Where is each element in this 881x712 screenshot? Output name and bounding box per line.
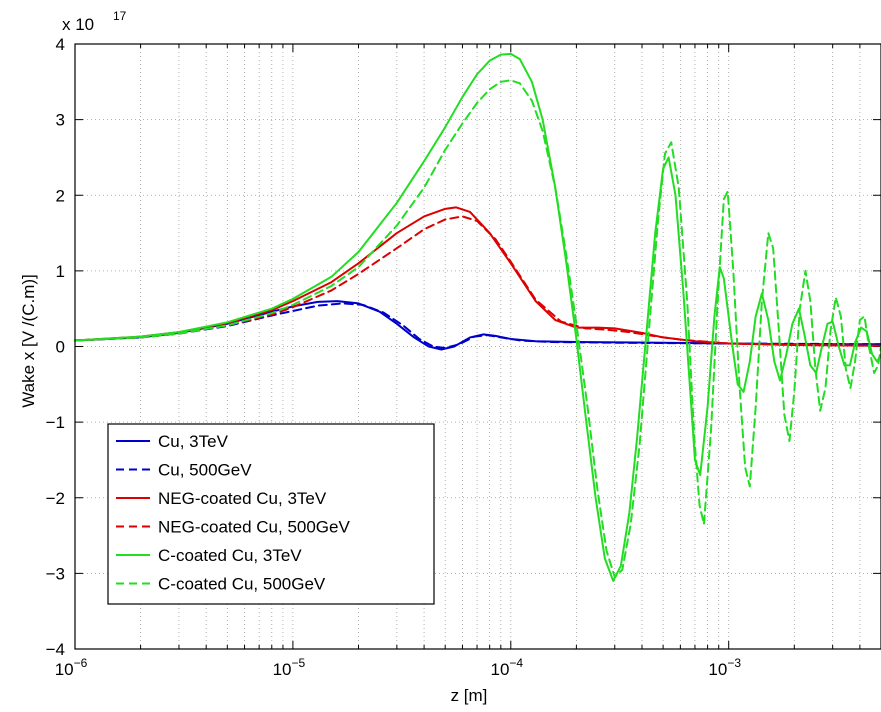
y-exponent-base: x 10: [62, 15, 94, 34]
y-exponent-label: x 10 17: [62, 9, 127, 34]
legend-label-6: C-coated Cu, 500GeV: [158, 575, 326, 594]
x-tick-label: 10−6: [55, 656, 88, 679]
series-line-5: [74, 52, 881, 582]
y-tick-label: 3: [56, 111, 65, 130]
legend-label-4: NEG-coated Cu, 500GeV: [158, 518, 350, 537]
tick-labels: −4 −3 −2 −1 0 1 2 3 4 10−6 10−5 10−4 10−3: [46, 35, 742, 679]
legend-label-1: Cu, 3TeV: [158, 432, 229, 451]
y-tick-label: 4: [56, 35, 65, 54]
y-tick-label: 1: [56, 262, 65, 281]
x-tick-label: 10−3: [708, 656, 741, 679]
x-tick-label: 10−5: [273, 656, 306, 679]
series-line-6: [74, 79, 881, 579]
x-axis-label: z [m]: [451, 686, 488, 705]
y-tick-label: −2: [46, 489, 65, 508]
legend-label-3: NEG-coated Cu, 3TeV: [158, 489, 327, 508]
series-line-3: [74, 206, 881, 347]
x-tick-label: 10−4: [490, 656, 523, 679]
y-tick-label: −3: [46, 564, 65, 583]
plot-frame: [74, 43, 881, 650]
y-tick-label: 0: [56, 338, 65, 357]
y-axis-label: Wake x [V /(C.m)]: [19, 274, 38, 408]
y-exponent-power: 17: [113, 9, 127, 23]
y-tick-label: −1: [46, 413, 65, 432]
y-tick-label: −4: [46, 640, 65, 659]
series-lines: [74, 52, 881, 582]
y-tick-label: 2: [56, 186, 65, 205]
series-line-4: [74, 215, 881, 347]
legend-label-5: C-coated Cu, 3TeV: [158, 546, 302, 565]
legend: Cu, 3TeV Cu, 500GeV NEG-coated Cu, 3TeV NEG…: [107, 423, 435, 605]
legend-box: [107, 423, 435, 605]
legend-label-2: Cu, 500GeV: [158, 461, 252, 480]
